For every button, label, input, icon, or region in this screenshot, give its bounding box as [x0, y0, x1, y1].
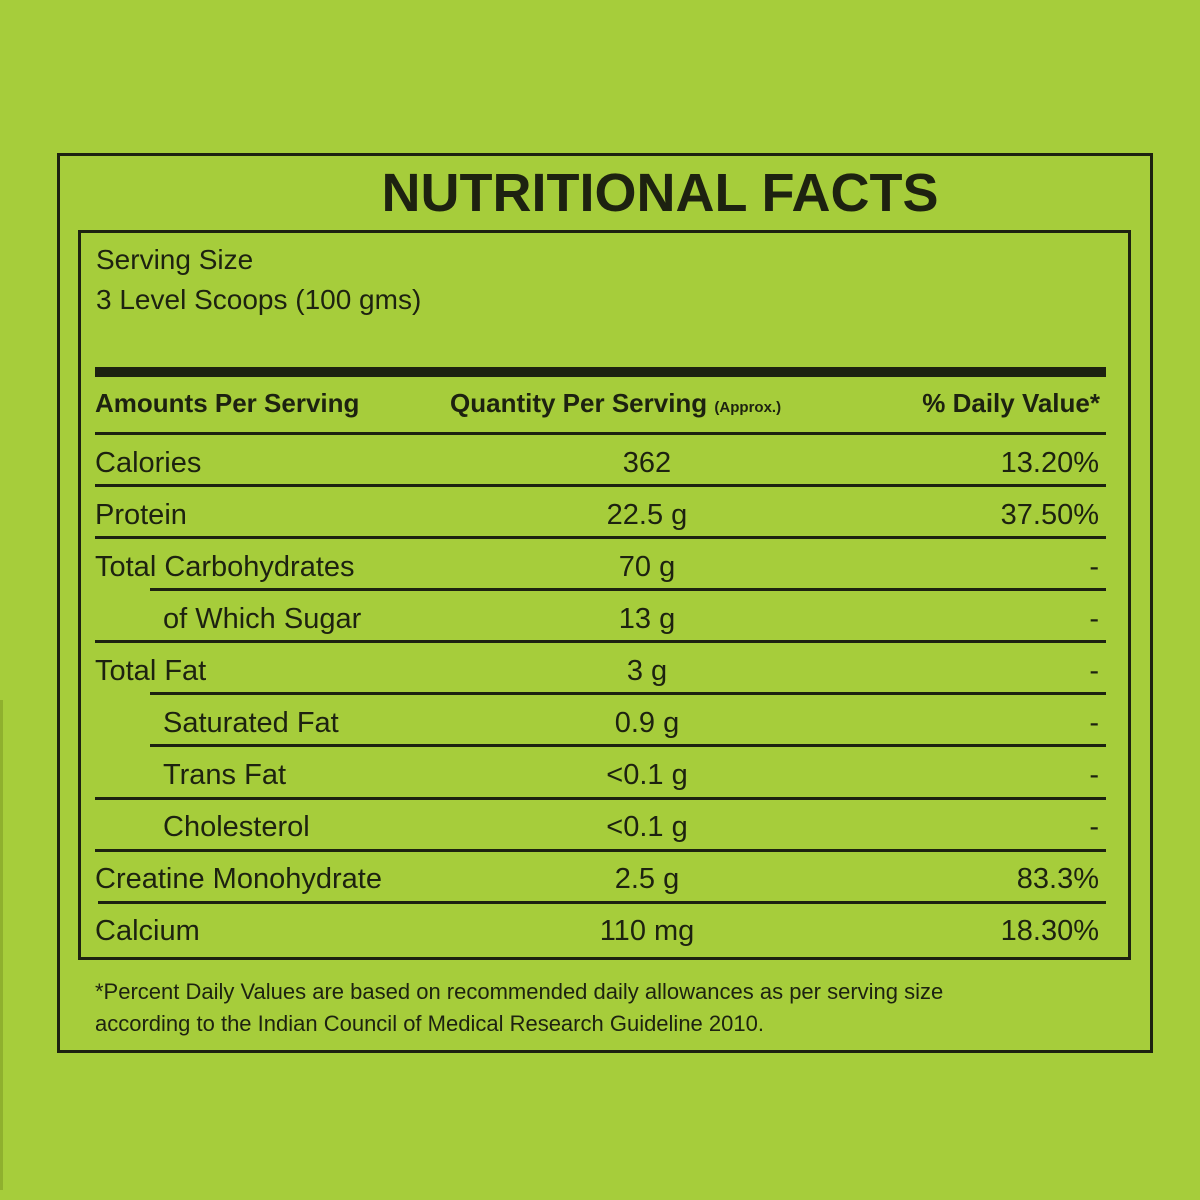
table-row-calories: Calories 362 13.20%: [95, 447, 1099, 479]
table-row-sugar: of Which Sugar 13 g -: [163, 603, 1099, 635]
row-divider: [95, 484, 1106, 487]
nutrient-daily-value: 18.30%: [1000, 915, 1099, 947]
nutrient-name: Total Carbohydrates: [95, 551, 355, 583]
label-title: NUTRITIONAL FACTS: [381, 163, 939, 223]
row-divider: [95, 640, 1106, 643]
row-divider: [150, 692, 1106, 695]
nutrient-daily-value: -: [1089, 811, 1099, 843]
serving-size-value: 3 Level Scoops (100 gms): [96, 284, 422, 315]
nutrient-daily-value: -: [1089, 551, 1099, 583]
nutrient-daily-value: 37.50%: [1000, 499, 1099, 531]
nutrient-name: Creatine Monohydrate: [95, 863, 382, 895]
nutrient-daily-value: 83.3%: [1016, 863, 1099, 895]
row-divider: [95, 797, 1106, 800]
nutrient-name: Calories: [95, 447, 202, 479]
table-row-trans-fat: Trans Fat <0.1 g -: [163, 759, 1099, 791]
header-quantity-label: Quantity Per Serving: [450, 388, 708, 418]
table-row-creatine: Creatine Monohydrate 2.5 g 83.3%: [95, 863, 1099, 895]
table-row-total-carbohydrates: Total Carbohydrates 70 g -: [95, 551, 1099, 583]
left-edge-strip: [0, 700, 3, 1190]
serving-size-label: Serving Size: [96, 244, 254, 275]
nutrient-name: Cholesterol: [163, 811, 310, 843]
nutrition-table-border: [78, 230, 1131, 960]
table-row-cholesterol: Cholesterol <0.1 g -: [163, 811, 1099, 843]
table-row-saturated-fat: Saturated Fat 0.9 g -: [163, 707, 1099, 739]
header-amounts-per-serving: Amounts Per Serving: [95, 388, 360, 418]
row-divider: [150, 588, 1106, 591]
table-row-protein: Protein 22.5 g 37.50%: [95, 499, 1099, 531]
row-divider: [95, 432, 1106, 435]
nutrition-label-outer-border: [57, 153, 1153, 1053]
header-daily-value: % Daily Value*: [922, 388, 1100, 418]
row-divider: [95, 849, 1106, 852]
nutrient-name: Saturated Fat: [163, 707, 339, 739]
footnote: *Percent Daily Values are based on recom…: [95, 976, 1135, 1040]
table-row-total-fat: Total Fat 3 g -: [95, 655, 1099, 687]
header-quantity-note: (Approx.): [714, 399, 782, 416]
nutrient-daily-value: -: [1089, 655, 1099, 687]
nutrient-daily-value: -: [1089, 603, 1099, 635]
header-quantity-per-serving: Quantity Per Serving (Approx.): [450, 386, 781, 425]
table-row-calcium: Calcium 110 mg 18.30%: [95, 915, 1099, 947]
footnote-line-1: *Percent Daily Values are based on recom…: [95, 979, 944, 1004]
footnote-line-2: according to the Indian Council of Medic…: [95, 1011, 764, 1036]
nutrient-name: Calcium: [95, 915, 200, 947]
nutrient-name: of Which Sugar: [163, 603, 362, 635]
thick-divider: [95, 367, 1106, 377]
nutrient-daily-value: -: [1089, 707, 1099, 739]
nutrient-name: Trans Fat: [163, 759, 287, 791]
nutrient-daily-value: -: [1089, 759, 1099, 791]
nutrient-name: Total Fat: [95, 655, 207, 687]
row-divider: [150, 744, 1106, 747]
nutrient-daily-value: 13.20%: [1000, 447, 1099, 479]
row-divider: [95, 536, 1106, 539]
nutrient-name: Protein: [95, 499, 187, 531]
row-divider: [98, 901, 1106, 904]
